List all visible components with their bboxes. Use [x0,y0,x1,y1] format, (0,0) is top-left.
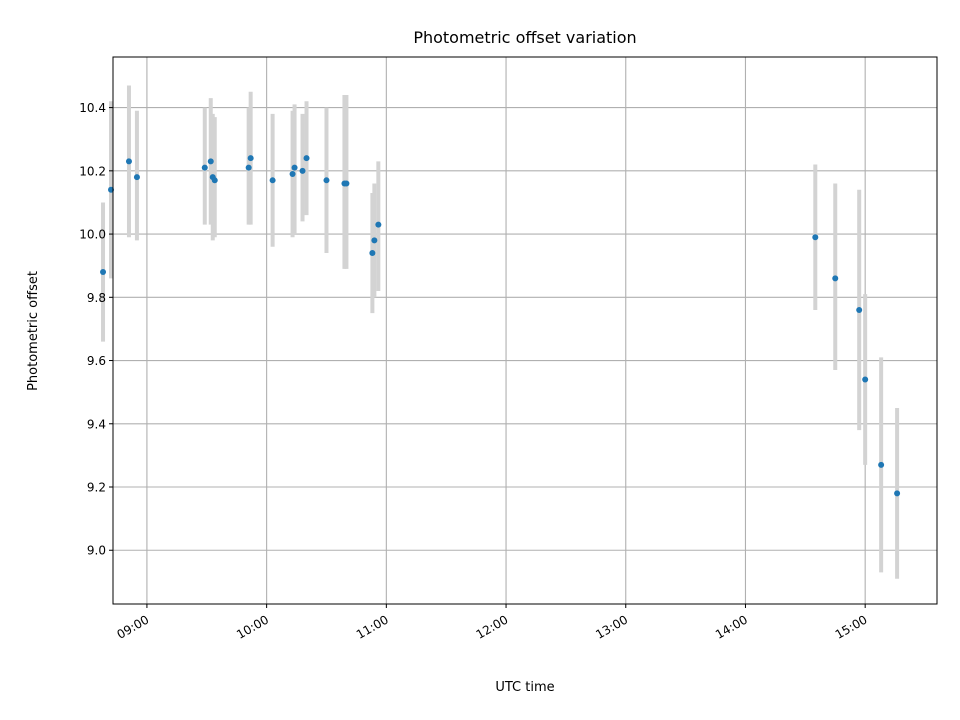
data-point [207,158,214,165]
y-tick-label: 9.6 [87,354,106,368]
y-tick-label: 9.0 [87,544,106,558]
y-tick-label: 10.0 [79,228,106,242]
y-axis-label: Photometric offset [26,271,41,391]
data-point [289,170,296,177]
data-point [247,155,254,162]
data-point [862,376,869,383]
data-point [323,177,330,184]
data-point [245,164,252,171]
data-point [291,164,298,171]
y-tick-label: 9.8 [87,291,106,305]
y-tick-label: 10.2 [79,164,106,178]
data-point [856,306,863,313]
data-point [100,269,107,276]
data-point [832,275,839,282]
data-points [100,155,901,497]
grid-lines [113,57,937,604]
data-point [303,155,310,162]
y-tick-label: 9.4 [87,417,106,431]
data-point [371,237,378,244]
data-point [211,177,218,184]
data-point [369,250,376,257]
data-point [375,221,382,228]
data-point [133,174,140,181]
x-axis-label: UTC time [495,680,554,695]
data-point [343,180,350,187]
chart-title: Photometric offset variation [413,28,636,47]
data-point [894,490,901,497]
data-point [269,177,276,184]
data-point [201,164,208,171]
data-point [299,167,306,174]
y-tick-label: 9.2 [87,481,106,495]
y-axis-ticks: 9.0 9.2 9.4 9.6 9.8 10.0 10.2 10.4 [79,101,113,558]
y-tick-label: 10.4 [79,101,106,115]
data-point [878,461,885,468]
data-point [125,158,132,165]
data-point [812,234,819,241]
plot-frame [112,56,938,605]
